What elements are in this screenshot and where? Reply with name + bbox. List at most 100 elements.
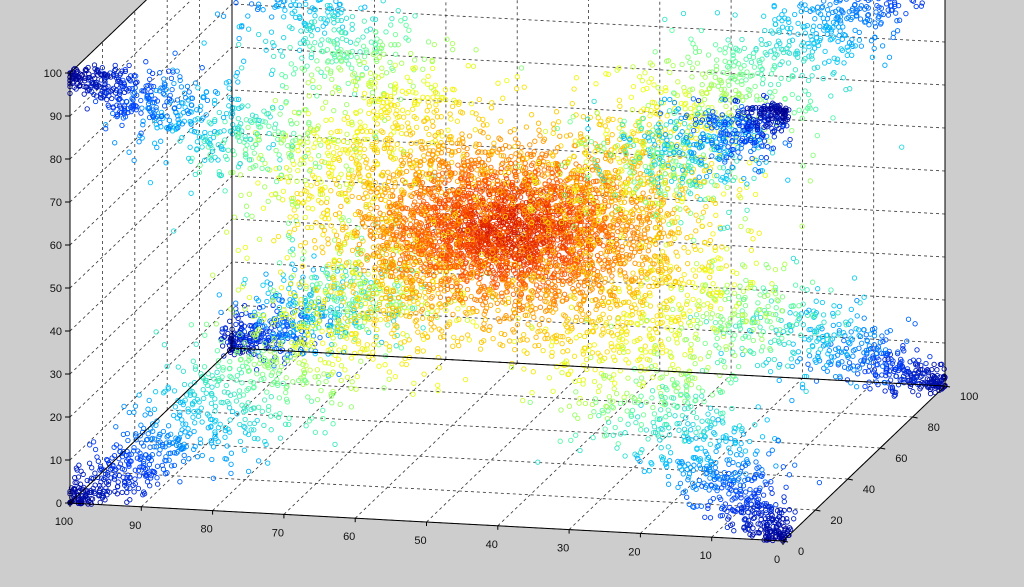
data-point (830, 71, 836, 77)
data-point (799, 223, 805, 229)
data-point (550, 121, 557, 127)
data-point (663, 276, 670, 283)
data-point (642, 235, 648, 241)
data-point (800, 163, 806, 169)
data-point (687, 87, 693, 93)
data-point (825, 351, 831, 357)
data-point (779, 294, 786, 300)
grid-line-left-z (69, 261, 233, 418)
data-point (644, 356, 651, 362)
data-point (795, 54, 801, 60)
data-point (512, 143, 518, 150)
data-point (583, 277, 589, 284)
data-point (817, 23, 823, 30)
data-point (568, 197, 574, 203)
data-point (901, 377, 907, 383)
data-point (681, 101, 687, 108)
data-point (804, 287, 810, 293)
data-point (687, 59, 693, 66)
data-point (824, 368, 830, 374)
data-point (637, 171, 643, 177)
data-point (874, 2, 880, 9)
data-point (609, 132, 615, 138)
data-point (844, 377, 851, 383)
data-point (694, 127, 700, 133)
data-point (776, 340, 783, 346)
data-point (715, 312, 721, 319)
data-point (776, 377, 782, 384)
data-point (636, 278, 642, 284)
data-point (888, 3, 895, 9)
data-point (833, 21, 839, 27)
data-point (711, 173, 718, 179)
data-point (635, 414, 641, 420)
data-point (694, 194, 700, 200)
data-point (829, 36, 835, 42)
data-point (872, 24, 879, 30)
data-point (647, 268, 653, 274)
data-point (644, 85, 650, 92)
data-point (813, 359, 819, 365)
data-point (891, 393, 897, 399)
data-point (692, 108, 698, 114)
data-point (796, 107, 802, 113)
data-point (855, 371, 861, 377)
data-point (773, 311, 779, 318)
grid-line-floor-x (640, 378, 803, 534)
data-point (817, 11, 824, 17)
data-point (716, 265, 722, 272)
data-point (805, 312, 811, 318)
data-point (810, 27, 816, 34)
data-point (865, 0, 871, 4)
data-point (747, 284, 753, 290)
data-point (793, 259, 800, 265)
data-point (596, 121, 602, 128)
data-point (664, 113, 670, 119)
data-point (851, 367, 857, 373)
data-point (761, 13, 767, 19)
data-point (938, 361, 945, 367)
data-point (732, 104, 739, 111)
data-point (652, 225, 659, 231)
data-point (786, 19, 792, 25)
data-point (848, 306, 854, 313)
data-point (615, 228, 621, 235)
data-point (664, 325, 670, 331)
data-point (779, 11, 785, 18)
data-point (907, 380, 913, 386)
data-point (649, 99, 655, 105)
data-point (742, 216, 748, 222)
data-point (810, 7, 817, 13)
data-point (902, 370, 908, 376)
data-point (678, 286, 684, 293)
data-point (701, 168, 708, 174)
grid-line-left-z (69, 3, 233, 160)
data-point (727, 329, 733, 335)
data-point (799, 115, 805, 121)
data-point (768, 71, 775, 77)
data-point (500, 95, 506, 101)
data-point (758, 71, 765, 78)
data-point (675, 266, 682, 272)
data-point (644, 317, 650, 324)
data-point (770, 288, 777, 294)
data-point (740, 335, 746, 342)
data-point (725, 37, 731, 43)
data-point (821, 0, 827, 4)
data-point (846, 9, 852, 15)
data-point (861, 327, 867, 333)
data-point (882, 388, 888, 394)
data-point (697, 356, 704, 362)
data-point (844, 52, 850, 59)
data-point (848, 335, 854, 341)
data-point (658, 262, 665, 268)
data-point (795, 95, 801, 101)
data-point (776, 364, 782, 370)
data-point (670, 230, 676, 237)
data-point (690, 296, 696, 303)
data-point (775, 331, 782, 338)
data-point (528, 112, 535, 118)
data-point (686, 133, 693, 140)
data-point (773, 463, 779, 469)
data-point (644, 256, 650, 262)
